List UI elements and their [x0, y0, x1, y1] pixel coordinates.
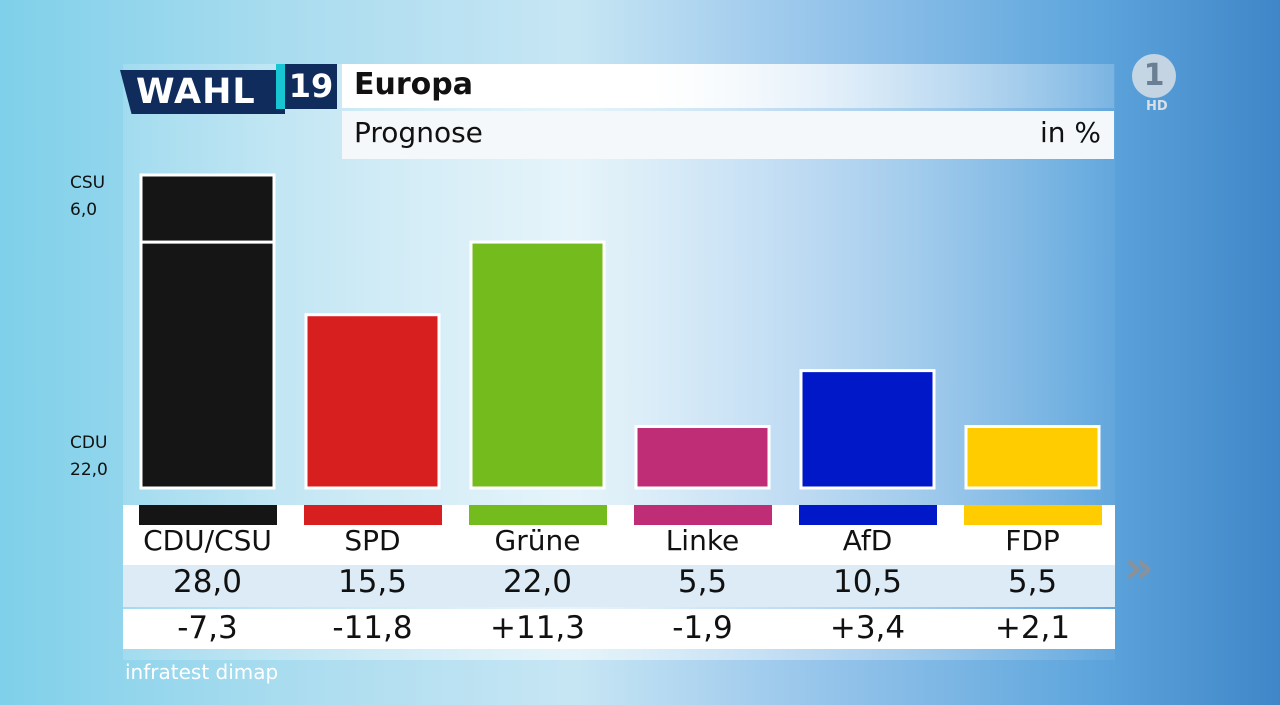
chart-subtitle: Prognose — [354, 116, 483, 149]
bar-spd — [304, 313, 441, 490]
name-fdp: FDP — [1005, 524, 1060, 557]
swatch-grne — [468, 505, 607, 525]
table-row-changes — [123, 609, 1115, 649]
cdu-side-label: CDU 22,0 — [70, 430, 108, 484]
bar-csu — [139, 173, 276, 244]
swatch-spd — [303, 505, 442, 525]
bar-afd — [799, 369, 936, 490]
cdu-label: CDU — [70, 433, 108, 453]
source-label: infratest dimap — [125, 660, 279, 684]
diff-fdp: +2,1 — [994, 610, 1071, 646]
unit-label: in % — [1039, 116, 1101, 149]
diff-grne: +11,3 — [490, 610, 585, 646]
table-row-values — [123, 565, 1115, 607]
title-strip — [342, 64, 1114, 108]
bar-grne — [469, 240, 606, 490]
next-arrows-icon[interactable]: » — [1124, 540, 1153, 594]
hd-badge: HD — [1146, 99, 1168, 114]
name-linke: Linke — [665, 524, 740, 557]
val-spd: 15,5 — [337, 564, 408, 600]
name-cducsu: CDU/CSU — [143, 524, 272, 557]
val-afd: 10,5 — [832, 564, 903, 600]
name-spd: SPD — [344, 524, 401, 557]
csu-value: 6,0 — [70, 200, 98, 220]
name-grne: Grüne — [494, 524, 581, 557]
swatch-cducsu — [138, 505, 277, 525]
table-row-names — [123, 505, 1115, 565]
subtitle-strip — [342, 111, 1114, 159]
diff-afd: +3,4 — [829, 610, 906, 646]
diff-cducsu: -7,3 — [177, 610, 238, 646]
bar-fdp — [964, 425, 1101, 490]
chart-title: Europa — [354, 67, 473, 102]
wahl-logo: WAHL — [120, 70, 285, 114]
csu-side-label: CSU 6,0 — [70, 170, 105, 224]
cdu-value: 22,0 — [70, 460, 108, 480]
name-afd: AfD — [842, 524, 893, 557]
year-badge: 19 — [276, 64, 337, 109]
swatch-afd — [798, 505, 937, 525]
val-grne: 22,0 — [502, 564, 573, 600]
das-erste-logo-icon: 1 — [1132, 54, 1176, 98]
bar-cdu — [139, 240, 276, 490]
swatch-fdp — [963, 505, 1102, 525]
csu-label: CSU — [70, 173, 106, 193]
val-cducsu: 28,0 — [172, 564, 243, 600]
diff-spd: -11,8 — [332, 610, 413, 646]
bar-linke — [634, 425, 771, 490]
swatch-linke — [633, 505, 772, 525]
val-linke: 5,5 — [677, 564, 728, 600]
val-fdp: 5,5 — [1007, 564, 1058, 600]
diff-linke: -1,9 — [672, 610, 733, 646]
